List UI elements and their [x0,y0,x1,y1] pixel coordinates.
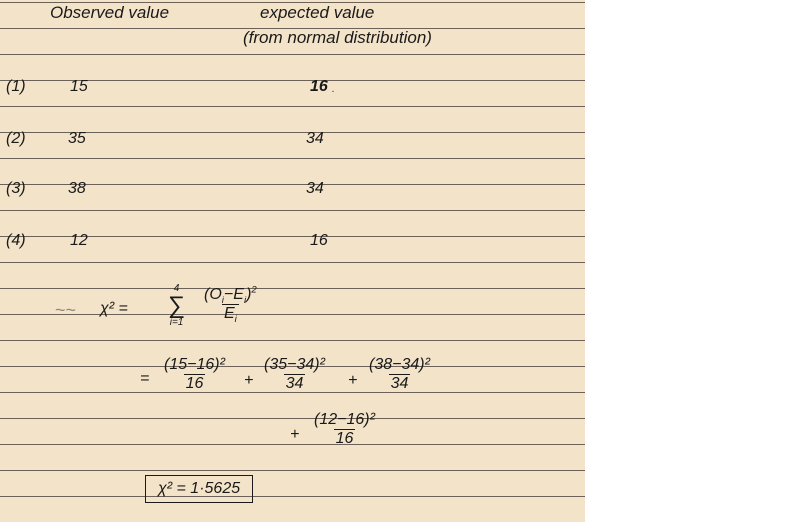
header-observed: Observed value [50,3,169,23]
row-1-obs: 15 [70,78,88,96]
row-3-obs: 38 [68,180,86,198]
row-2-exp: 34 [306,130,324,148]
result-box: χ² = 1·5625 [145,475,253,503]
row-4-obs: 12 [70,232,88,250]
row-2-idx: (2) [6,130,26,148]
header-expected: expected value [260,3,374,23]
lined-paper: Observed value expected value (from norm… [0,0,585,522]
formula-fraction: (Oi−Ei)2 Ei [202,287,259,322]
row-1-idx: (1) [6,78,26,96]
expansion-eq: = [140,370,149,388]
plus-1: + [244,372,253,390]
row-3-idx: (3) [6,180,26,198]
row-4-idx: (4) [6,232,26,250]
plus-2: + [348,372,357,390]
scribble-mark: ~~ [55,300,76,321]
term-3: (38−34)² 34 [367,357,432,392]
plus-3: + [290,426,299,444]
term-4: (12−16)² 16 [312,412,377,447]
right-margin-blank [585,0,800,522]
chi-sq-lhs: χ² = [100,300,128,318]
header-expected-sub: (from normal distribution) [243,28,432,48]
row-1-exp: 16 [310,78,328,96]
row-4-exp: 16 [310,232,328,250]
row-2-obs: 35 [68,130,86,148]
handwriting-content: Observed value expected value (from norm… [0,0,585,522]
term-2: (35−34)² 34 [262,357,327,392]
result-text: χ² = 1·5625 [158,480,240,497]
row-3-exp: 34 [306,180,324,198]
sigma-block: 4 ∑ i=1 [168,284,185,328]
term-1: (15−16)² 16 [162,357,227,392]
